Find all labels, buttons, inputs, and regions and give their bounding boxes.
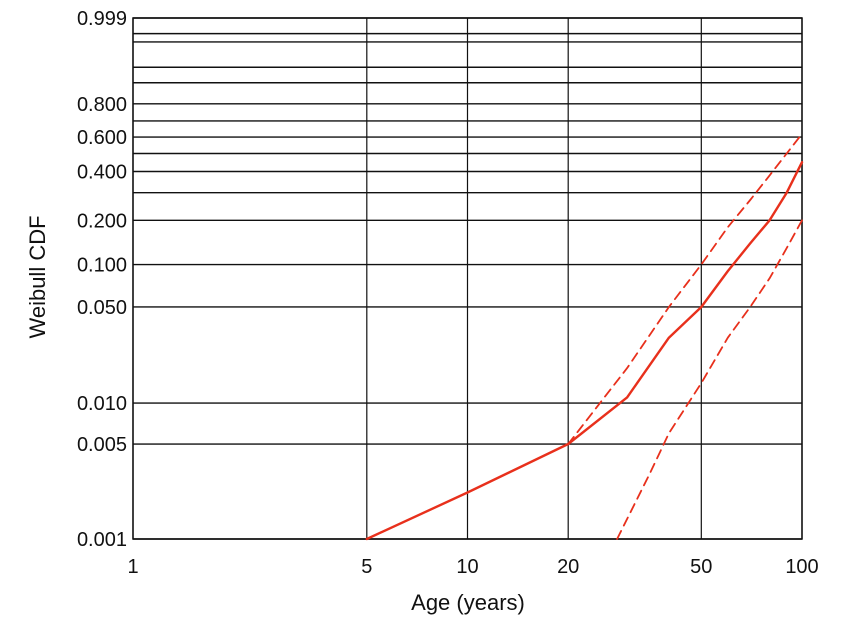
y-axis-label: Weibull CDF xyxy=(25,215,50,338)
y-tick-label: 0.800 xyxy=(77,94,127,116)
plot-frame xyxy=(132,17,803,540)
gridlines-x xyxy=(132,18,803,539)
y-tick-label: 0.050 xyxy=(77,297,127,319)
x-tick-label: 20 xyxy=(557,556,579,578)
y-tick-label: 0.005 xyxy=(77,434,127,456)
y-tick-label: 0.600 xyxy=(77,127,127,149)
y-tick-label: 0.999 xyxy=(77,8,127,30)
y-tick-label: 0.010 xyxy=(77,393,127,415)
cdf-estimate-line xyxy=(365,160,804,541)
y-tick-label: 0.001 xyxy=(77,529,127,551)
x-tick-label: 100 xyxy=(785,556,818,578)
y-tick-label: 0.200 xyxy=(77,210,127,232)
data-series xyxy=(365,132,804,541)
x-tick-label: 10 xyxy=(456,556,478,578)
confidence-bound-line-1 xyxy=(567,132,803,445)
y-tick-label: 0.400 xyxy=(77,161,127,183)
x-tick-label: 1 xyxy=(127,556,138,578)
y-tick-labels: 0.001 0.005 0.010 0.050 0.100 0.200 0.400 0.600… xyxy=(77,8,127,551)
y-tick-label: 0.100 xyxy=(77,255,127,277)
x-tick-label: 50 xyxy=(690,556,712,578)
x-axis-label: Age (years) xyxy=(411,590,525,615)
x-tick-labels: 1 5 10 20 50 100 xyxy=(127,556,818,578)
confidence-bound-line-2 xyxy=(616,219,803,540)
x-tick-label: 5 xyxy=(361,556,372,578)
